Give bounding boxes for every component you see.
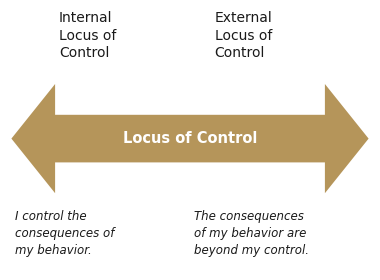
Polygon shape — [11, 84, 369, 193]
Text: Internal
Locus of
Control: Internal Locus of Control — [59, 11, 116, 60]
Text: Locus of Control: Locus of Control — [123, 131, 257, 146]
Text: External
Locus of
Control: External Locus of Control — [215, 11, 272, 60]
Text: The consequences
of my behavior are
beyond my control.: The consequences of my behavior are beyo… — [194, 210, 309, 257]
Text: I control the
consequences of
my behavior.: I control the consequences of my behavio… — [15, 210, 115, 257]
